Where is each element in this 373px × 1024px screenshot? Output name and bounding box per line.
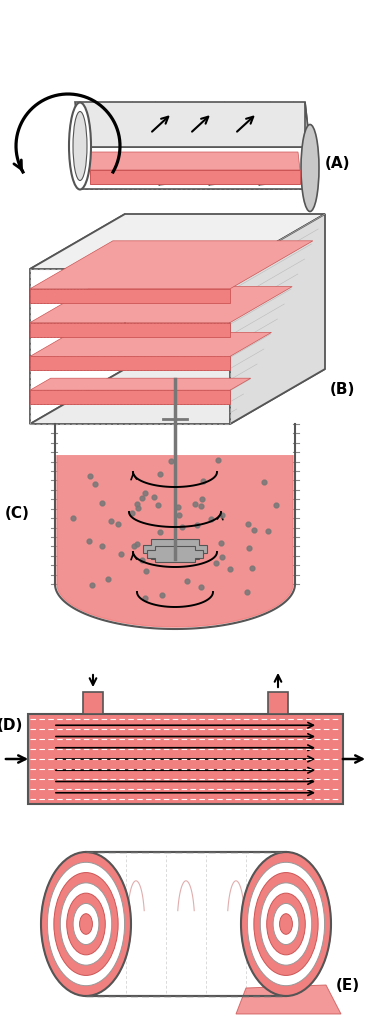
Bar — [268, 692, 288, 714]
Ellipse shape — [254, 872, 318, 976]
Polygon shape — [230, 214, 325, 424]
Ellipse shape — [260, 883, 312, 966]
Polygon shape — [30, 378, 251, 390]
Bar — [28, 714, 343, 804]
Polygon shape — [30, 369, 325, 424]
Ellipse shape — [54, 872, 118, 976]
Ellipse shape — [273, 903, 299, 944]
Polygon shape — [147, 546, 203, 562]
Polygon shape — [30, 214, 325, 269]
Ellipse shape — [301, 125, 319, 212]
Polygon shape — [80, 147, 310, 189]
Text: (B): (B) — [330, 382, 355, 396]
Polygon shape — [57, 454, 293, 627]
Bar — [83, 692, 103, 714]
Ellipse shape — [69, 102, 91, 189]
Polygon shape — [90, 170, 300, 184]
Ellipse shape — [41, 852, 131, 996]
Polygon shape — [30, 214, 125, 424]
Polygon shape — [143, 539, 207, 559]
Polygon shape — [88, 152, 300, 170]
Polygon shape — [86, 852, 286, 996]
Polygon shape — [30, 390, 230, 404]
Ellipse shape — [267, 893, 305, 954]
Polygon shape — [305, 102, 310, 189]
Polygon shape — [30, 241, 313, 289]
Polygon shape — [30, 333, 272, 356]
Polygon shape — [30, 287, 292, 323]
Text: (C): (C) — [5, 507, 30, 521]
Ellipse shape — [73, 903, 99, 944]
Polygon shape — [30, 289, 230, 303]
Ellipse shape — [247, 862, 325, 986]
Ellipse shape — [67, 893, 105, 954]
Text: (D): (D) — [0, 719, 23, 733]
Ellipse shape — [60, 883, 112, 966]
Polygon shape — [30, 356, 230, 371]
Ellipse shape — [47, 862, 125, 986]
Polygon shape — [236, 985, 341, 1014]
Text: (E): (E) — [336, 979, 360, 993]
Ellipse shape — [73, 112, 87, 180]
Ellipse shape — [79, 913, 93, 934]
Polygon shape — [30, 323, 230, 337]
Ellipse shape — [280, 913, 292, 934]
Text: (A): (A) — [325, 157, 351, 171]
Polygon shape — [75, 102, 310, 147]
Ellipse shape — [241, 852, 331, 996]
